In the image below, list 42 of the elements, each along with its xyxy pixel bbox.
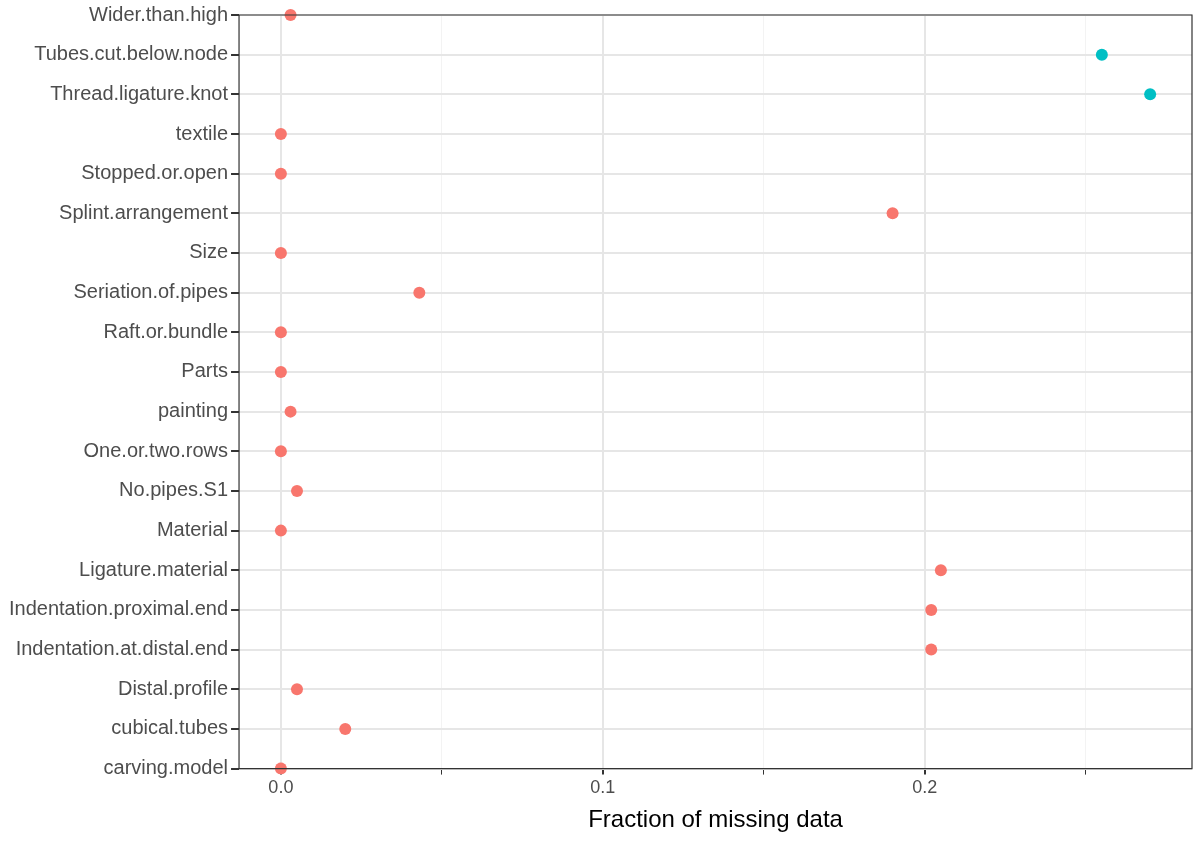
point xyxy=(274,246,287,259)
point xyxy=(290,683,303,696)
y-tick-label: textile xyxy=(175,121,229,144)
y-tick-label: Distal.profile xyxy=(117,676,229,699)
point xyxy=(274,445,287,458)
point xyxy=(1144,88,1157,101)
y-tick-label: carving.model xyxy=(103,756,229,779)
y-tick-label: Material xyxy=(156,518,229,541)
point xyxy=(1095,48,1108,61)
point xyxy=(274,365,287,378)
y-tick-label: Tubes.cut.below.node xyxy=(34,42,229,65)
y-tick-label: Indentation.at.distal.end xyxy=(15,637,229,660)
point xyxy=(886,207,899,220)
point xyxy=(274,127,287,140)
y-tick-label: Splint.arrangement xyxy=(59,200,229,223)
y-tick-label: Ligature.material xyxy=(79,557,229,580)
point xyxy=(934,564,947,577)
y-tick-label: cubical.tubes xyxy=(111,716,229,739)
point xyxy=(284,405,297,418)
point xyxy=(274,326,287,339)
point xyxy=(274,167,287,180)
y-tick-label: Size xyxy=(189,240,229,263)
point xyxy=(413,286,426,299)
x-tick-label: 0.1 xyxy=(590,777,616,798)
point xyxy=(290,484,303,497)
y-tick-label: Indentation.proximal.end xyxy=(8,597,229,620)
point xyxy=(274,524,287,537)
y-tick-label: Seriation.of.pipes xyxy=(73,280,229,303)
point xyxy=(925,643,938,656)
y-tick-label: Parts xyxy=(181,359,229,382)
y-tick-label: painting xyxy=(157,399,229,422)
x-axis-title: Fraction of missing data xyxy=(588,805,844,833)
point xyxy=(925,603,938,616)
y-tick-label: Wider.than.high xyxy=(89,2,229,25)
point xyxy=(339,722,352,735)
y-tick-label: Thread.ligature.knot xyxy=(50,81,229,104)
y-tick-label: One.or.two.rows xyxy=(83,438,229,461)
y-tick-label: No.pipes.S1 xyxy=(119,478,229,501)
y-tick-label: Raft.or.bundle xyxy=(103,319,229,342)
x-tick-label: 0.0 xyxy=(268,777,294,798)
y-tick-label: Stopped.or.open xyxy=(81,161,229,184)
x-tick-label: 0.2 xyxy=(912,777,938,798)
